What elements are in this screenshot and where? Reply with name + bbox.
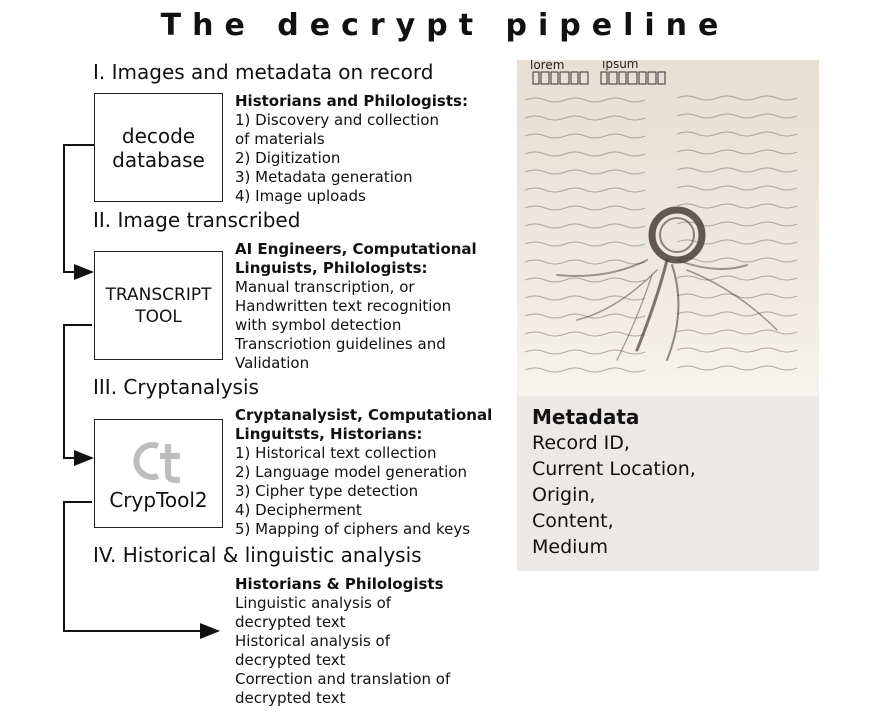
description-4: Historians & Philologists Linguistic ana… [235,575,450,708]
description-line: 5) Mapping of ciphers and keys [235,520,471,538]
manuscript-image: lorem ipsum [517,60,819,396]
box-label-line: database [112,147,205,172]
manuscript-label-left: lorem [530,60,565,72]
section-heading-2: II. Image transcribed [93,208,301,232]
section-heading-4: IV. Historical & linguistic analysis [93,543,422,567]
box-label-line: TOOL [135,306,182,327]
description-line: 2) Digitization [235,149,341,167]
metadata-item: Origin, [532,484,596,506]
description-3: Cryptanalysist, Computational Linguitsts… [235,406,492,539]
box-label-line: CrypTool2 [109,487,208,512]
description-line: 3) Metadata generation [235,168,413,186]
manuscript-illustration [517,60,819,396]
description-line: decrypted text [235,689,346,707]
cryptool-logo-icon [133,441,180,483]
metadata-title: Metadata [532,405,640,429]
description-line: decrypted text [235,613,346,631]
description-heading: Linguists, Philologists: [235,259,428,277]
arrow-database-to-transcript [63,144,94,280]
description-line: Linguistic analysis of [235,594,392,612]
description-line: Handwritten text recognition [235,297,452,315]
arrow-cryptool-to-analysis [63,501,220,639]
description-line: 2) Language model generation [235,463,468,481]
description-2: AI Engineers, Computational Linguists, P… [235,240,477,373]
box-label-line: decode [121,123,196,148]
description-line: Historical analysis of [235,632,390,650]
description-heading: Historians and Philologists: [235,92,468,110]
description-line: decrypted text [235,651,346,669]
description-heading: Cryptanalysist, Computational [235,406,493,424]
cryptool2-box: CrypTool2 [94,419,223,528]
description-line: 1) Discovery and collection [235,111,439,129]
description-heading: AI Engineers, Computational [235,240,477,258]
description-line: 3) Cipher type detection [235,482,419,500]
diagram-title: The decrypt pipeline [160,8,730,43]
decode-database-box: decode database [94,93,223,202]
section-heading-3: III. Cryptanalysis [93,375,259,399]
description-line: Transcriotion guidelines and [235,335,446,353]
section-heading-1: I. Images and metadata on record [93,60,434,84]
metadata-panel: Metadata Record ID, Current Location, Or… [517,396,819,571]
metadata-item: Content, [532,510,614,532]
metadata-item: Medium [532,536,608,558]
description-line: 4) Image uploads [235,187,366,205]
metadata-item: Current Location, [532,458,696,480]
description-line: 1) Historical text collection [235,444,437,462]
box-label-line: TRANSCRIPT [105,284,212,305]
metadata-item: Record ID, [532,432,630,454]
manuscript-label-right: ipsum [602,60,639,71]
arrow-transcript-to-cryptool [63,324,94,466]
description-line: Correction and translation of [235,670,451,688]
description-heading: Linguitsts, Historians: [235,425,423,443]
description-line: with symbol detection [235,316,402,334]
transcript-tool-box: TRANSCRIPT TOOL [94,251,223,360]
description-line: Validation [235,354,310,372]
description-heading: Historians & Philologists [235,575,444,593]
description-line: 4) Decipherment [235,501,362,519]
description-1: Historians and Philologists: 1) Discover… [235,92,468,206]
description-line: Manual transcription, or [235,278,415,296]
description-line: of materials [235,130,325,148]
